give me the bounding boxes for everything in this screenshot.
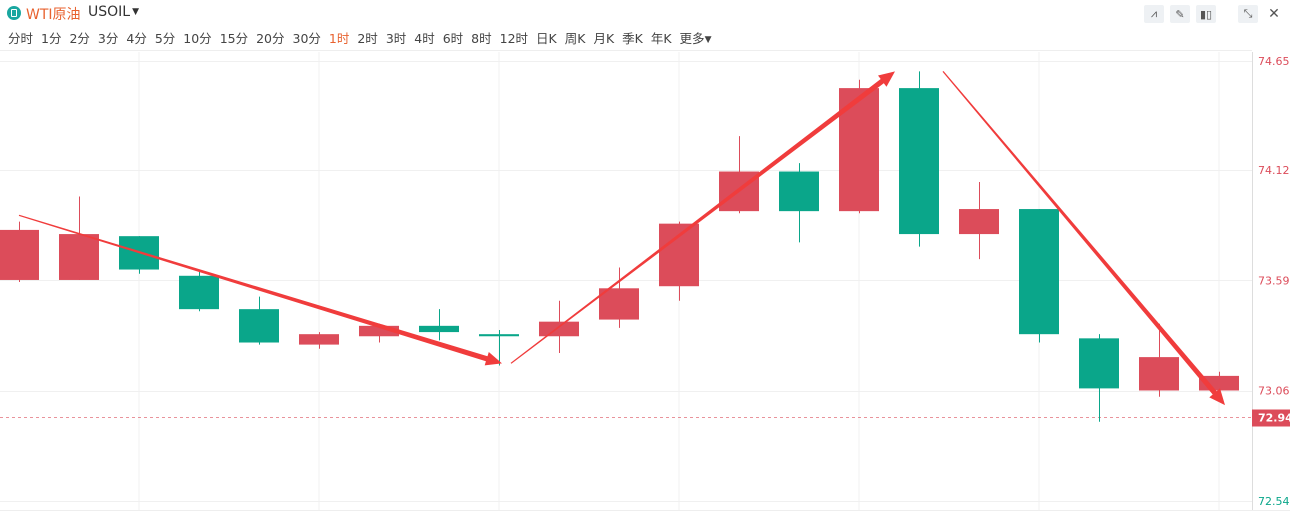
- period-tab[interactable]: 3分: [98, 28, 118, 47]
- candle-body: [779, 171, 819, 212]
- chart-header: WTI原油 USOIL ▼ ⩘ ✎ ▮▯ ⤡ ✕: [0, 0, 1290, 26]
- period-tab-label: 4时: [414, 30, 435, 46]
- collapse-icon[interactable]: ⤡: [1238, 5, 1258, 23]
- candle-body: [1079, 338, 1119, 389]
- candle-body: [479, 334, 519, 337]
- candle-body: [239, 309, 279, 343]
- candle-body: [539, 321, 579, 337]
- period-tab[interactable]: 5分: [155, 28, 175, 47]
- period-tab-label: 2分: [69, 30, 90, 46]
- toolbar: ⩘ ✎ ▮▯ ⤡ ✕: [1144, 5, 1284, 23]
- y-tick-label: 73.069: [1258, 385, 1290, 398]
- candle-body: [899, 88, 939, 235]
- candle-body: [179, 275, 219, 310]
- header-divider: [0, 50, 1252, 51]
- symbol-label: USOIL: [88, 4, 131, 20]
- instrument-name: WTI原油: [26, 7, 81, 23]
- period-tab-label: 15分: [219, 30, 249, 46]
- period-tab[interactable]: 季K: [622, 28, 643, 47]
- candle-body: [59, 234, 99, 280]
- period-tab[interactable]: 日K: [536, 28, 557, 47]
- period-tab-label: 季K: [622, 30, 643, 46]
- period-tab[interactable]: 4分: [126, 28, 146, 47]
- period-tab-label: 10分: [183, 30, 212, 46]
- period-tab[interactable]: 4时: [414, 28, 434, 47]
- period-tab-label: 月K: [593, 30, 615, 46]
- period-tab[interactable]: 6时: [443, 28, 463, 47]
- candle-body: [359, 325, 399, 337]
- period-tab-label: 8时: [471, 30, 492, 46]
- period-tab-label: 1分: [41, 30, 62, 46]
- line-draw-icon[interactable]: ⩘: [1144, 5, 1164, 23]
- period-tab-label: 20分: [256, 30, 285, 46]
- period-tab[interactable]: 3时: [386, 28, 406, 47]
- current-price-label: 72.944: [1258, 412, 1290, 425]
- candle-body: [0, 229, 39, 280]
- period-tab-label: 周K: [564, 30, 586, 46]
- trend-arrow: [18, 214, 503, 366]
- period-tab[interactable]: 月K: [593, 28, 614, 47]
- period-tab[interactable]: 15分: [220, 28, 248, 47]
- period-tab-label: 更多: [679, 30, 705, 46]
- period-tab-label: 2时: [357, 30, 378, 46]
- pen-icon[interactable]: ✎: [1170, 5, 1190, 23]
- period-tab[interactable]: 1分: [41, 28, 61, 47]
- period-tab[interactable]: 8时: [471, 28, 491, 47]
- period-tab-label: 年K: [650, 30, 672, 46]
- trend-arrow: [942, 71, 1225, 406]
- period-tab[interactable]: 30分: [293, 28, 321, 47]
- candle-body: [1139, 357, 1179, 391]
- period-tab-label: 6时: [442, 30, 464, 46]
- period-tab-label: 30分: [292, 30, 321, 46]
- symbol-selector[interactable]: USOIL ▼: [88, 4, 139, 20]
- period-tab-label: 12时: [499, 30, 529, 46]
- y-tick-label: 74.650: [1258, 55, 1290, 68]
- period-tabs: 分时 1分 2分 3分 4分 5分 10分 15分 20分 30分 1时 2时 3时 4时 6时 8时 12时日…: [0, 27, 711, 47]
- period-tab-label: 3时: [385, 30, 407, 46]
- period-tab[interactable]: 1时: [329, 28, 349, 47]
- period-tab[interactable]: 年K: [651, 28, 672, 47]
- candle-body: [599, 288, 639, 320]
- period-tab-label: 4分: [126, 30, 147, 46]
- period-tab-label: 分时: [8, 30, 34, 46]
- period-tab[interactable]: 2时: [357, 28, 377, 47]
- period-tab-label: 日K: [536, 30, 557, 46]
- candle-body: [299, 334, 339, 345]
- candle-body: [1019, 209, 1059, 335]
- y-tick-label: 74.127: [1258, 164, 1290, 177]
- period-tab-label: 1时: [328, 30, 350, 46]
- period-tab[interactable]: 20分: [256, 28, 284, 47]
- instrument-logo-icon: [7, 6, 21, 20]
- chevron-down-icon: ▼: [132, 7, 140, 17]
- period-tab-label: 3分: [97, 30, 119, 46]
- period-tab[interactable]: 2分: [69, 28, 89, 47]
- period-tab[interactable]: 周K: [565, 28, 586, 47]
- period-tab[interactable]: 更多▼: [680, 28, 712, 47]
- close-icon[interactable]: ✕: [1268, 6, 1280, 22]
- y-tick-label: 72.540: [1258, 495, 1290, 508]
- period-tab[interactable]: 10分: [183, 28, 211, 47]
- candle-body: [959, 209, 999, 235]
- candle-body: [419, 325, 459, 333]
- current-price-tag: [1252, 409, 1290, 427]
- candle-type-icon[interactable]: ▮▯: [1196, 5, 1216, 23]
- y-tick-label: 73.598: [1258, 274, 1290, 287]
- period-tab[interactable]: 分时: [8, 28, 33, 47]
- trend-arrow: [510, 71, 895, 364]
- chevron-down-icon: ▼: [704, 34, 712, 45]
- period-tab-label: 5分: [154, 30, 176, 46]
- candle-body: [659, 223, 699, 287]
- period-tab[interactable]: 12时: [500, 28, 528, 47]
